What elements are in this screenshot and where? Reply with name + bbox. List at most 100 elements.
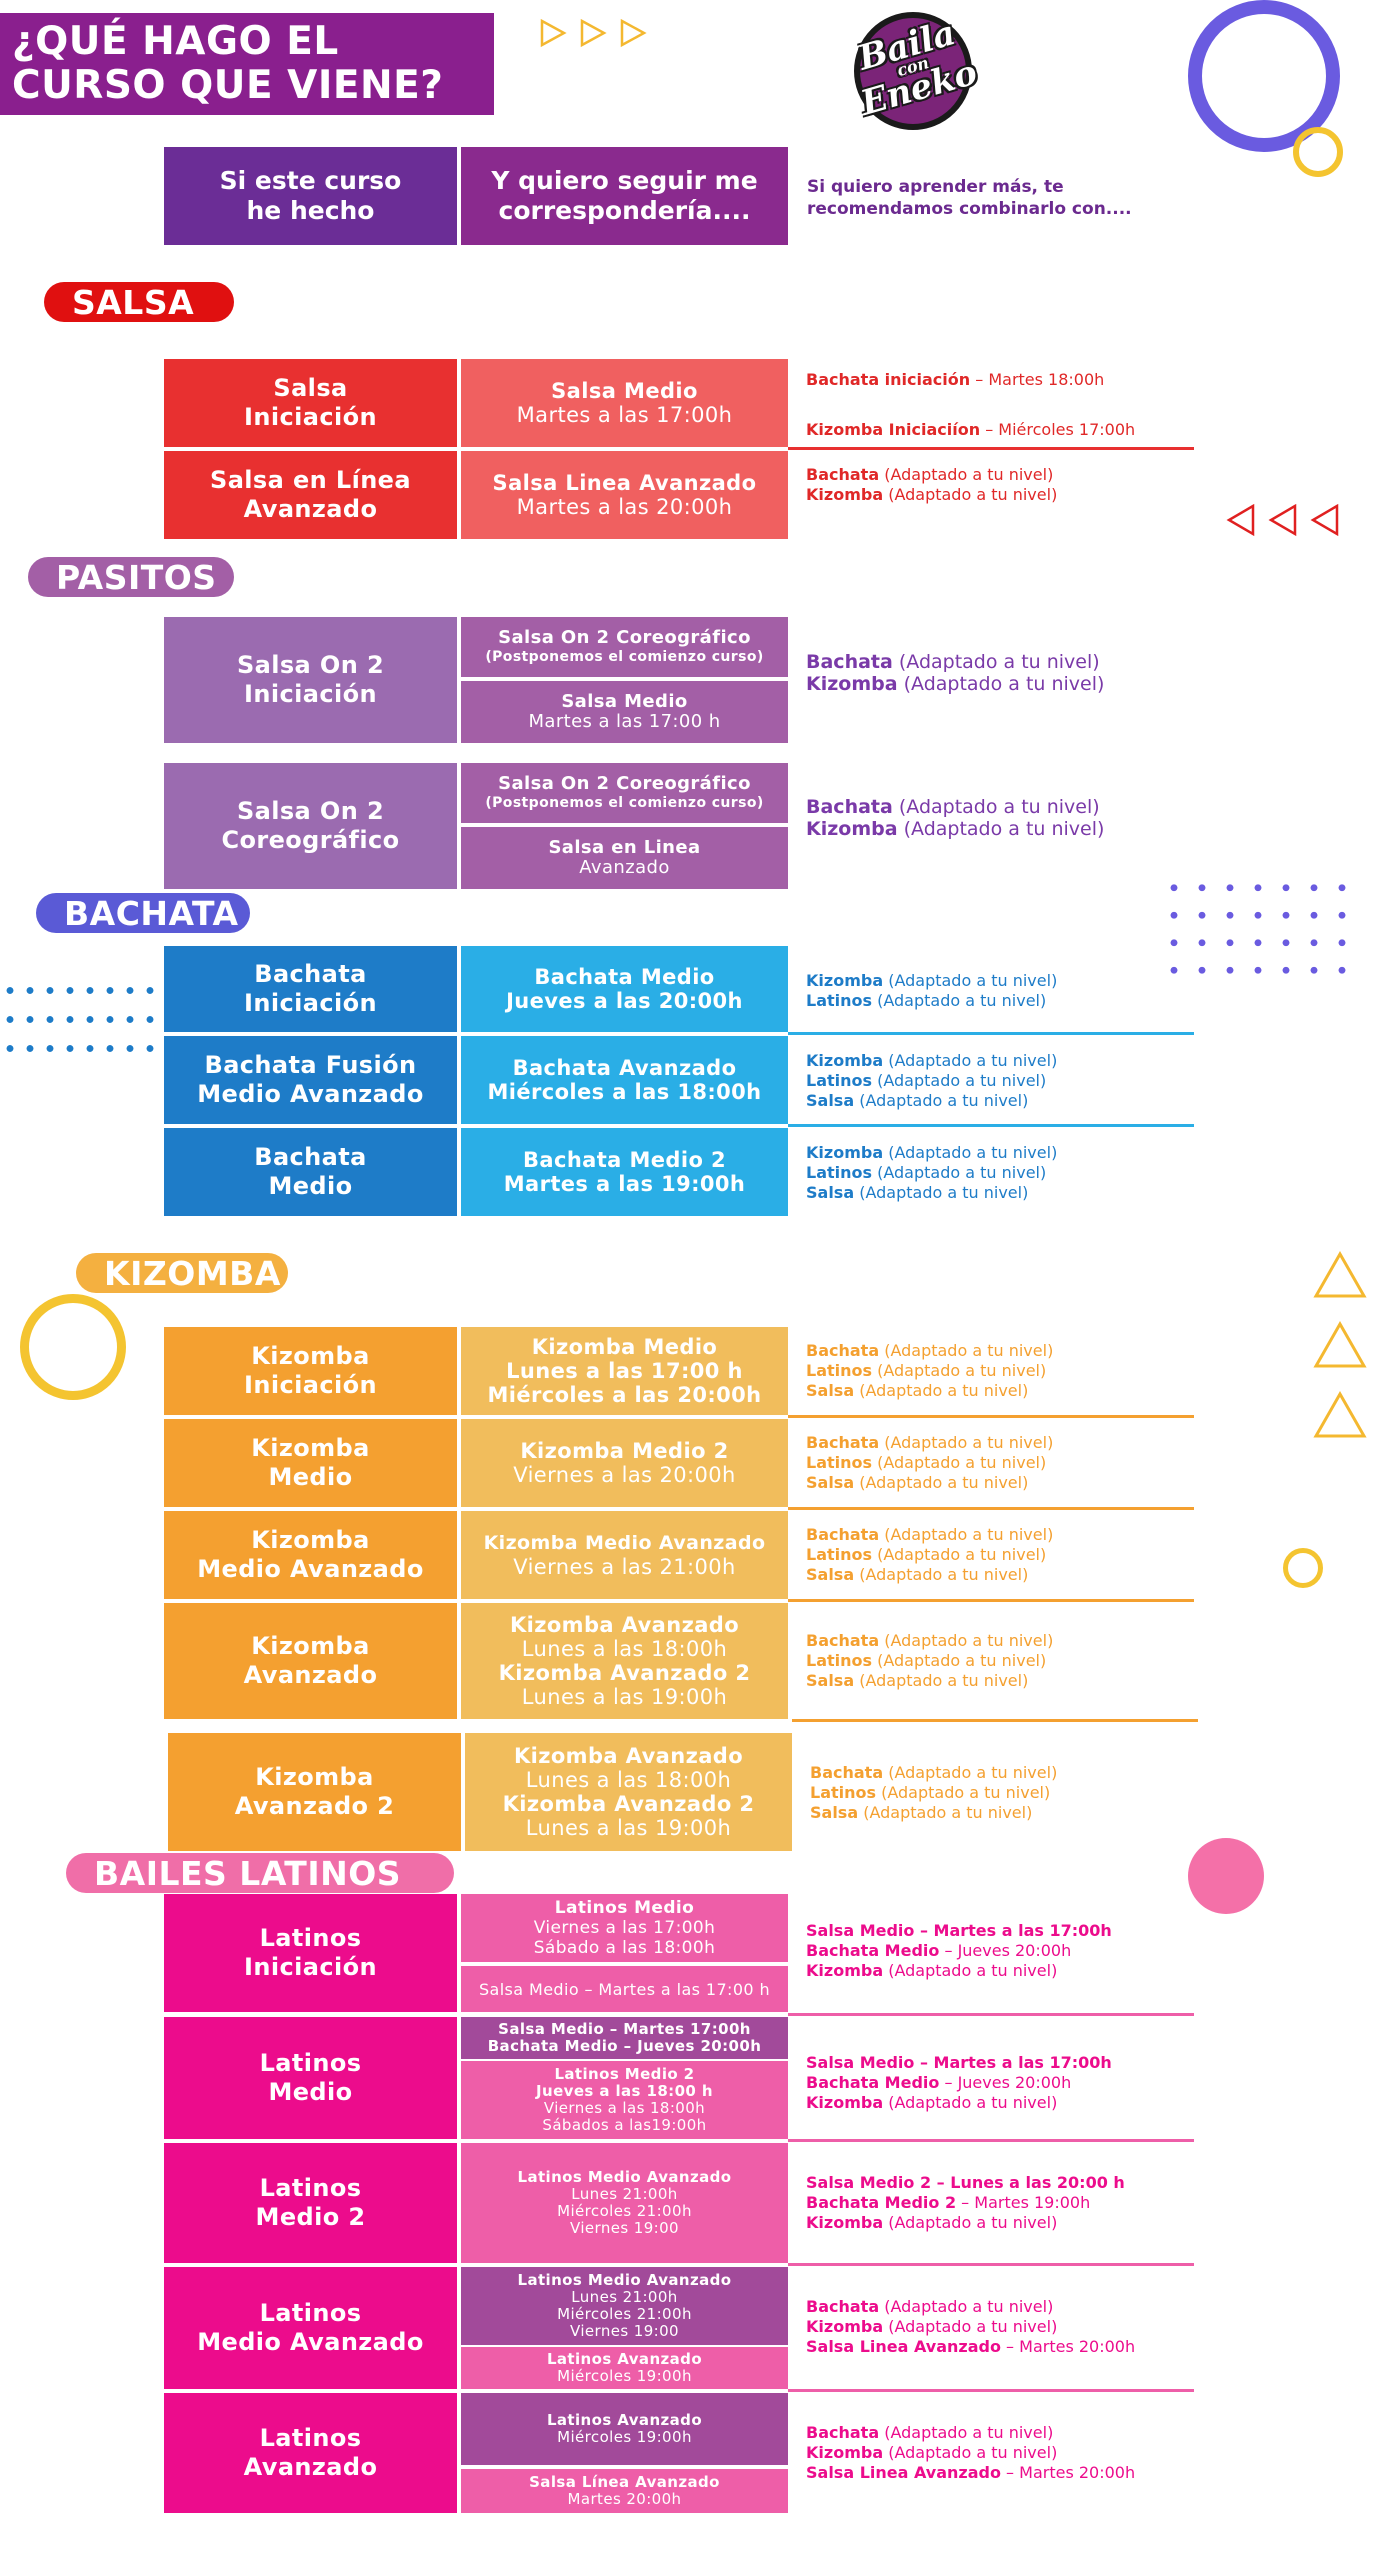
recommendation-list: Bachata (Adaptado a tu nivel) Kizomba (A… xyxy=(806,651,1104,695)
recommendation-detail: – Jueves 20:00h xyxy=(939,2073,1072,2092)
recommendation-detail: – Miércoles 17:00h xyxy=(980,420,1136,439)
row-divider xyxy=(788,1032,1194,1035)
recommendation-item: Latinos (Adaptado a tu nivel) xyxy=(806,1453,1053,1473)
course-cell: Kizomba Medio xyxy=(164,1419,457,1507)
recommendation-detail: (Adaptado a tu nivel) xyxy=(883,485,1058,504)
recommendation-detail: (Adaptado a tu nivel) xyxy=(883,2093,1058,2112)
row-divider xyxy=(788,2263,1194,2266)
header-line: Si quiero aprender más, te xyxy=(807,177,1064,197)
recommendation-course: Bachata xyxy=(806,465,880,484)
course-cell: Kizomba Medio Avanzado xyxy=(164,1511,457,1599)
recommendation-course: Kizomba xyxy=(806,1051,884,1070)
next-line: Latinos Medio 2 xyxy=(554,2065,695,2083)
next-line: Viernes 19:00 xyxy=(570,2322,679,2340)
header-line: he hecho xyxy=(246,196,375,225)
recommendation-item: Kizomba (Adaptado a tu nivel) xyxy=(806,2443,1135,2463)
recommendation-course: Salsa Medio – Martes a las 17:00h xyxy=(806,2053,1112,2072)
next-course-cell: Latinos Medio Viernes a las 17:00h Sábad… xyxy=(461,1894,788,1962)
recommendation-item: Kizomba (Adaptado a tu nivel) xyxy=(806,485,1057,505)
recommendation-course: Bachata xyxy=(806,1525,880,1544)
next-line: Miércoles 19:00h xyxy=(557,2367,692,2385)
recommendation-item: Kizomba (Adaptado a tu nivel) xyxy=(806,971,1057,991)
next-course-cell: Salsa en Linea Avanzado xyxy=(461,827,788,889)
recommendation-item: Salsa (Adaptado a tu nivel) xyxy=(806,1091,1057,1111)
recommendation-item: Bachata (Adaptado a tu nivel) xyxy=(806,2423,1135,2443)
recommendation-course: Latinos xyxy=(806,1651,873,1670)
next-line: Salsa On 2 Coreográfico xyxy=(498,773,751,794)
next-line: Kizomba Avanzado 2 xyxy=(498,1661,751,1685)
recommendation-course: Latinos xyxy=(806,1453,873,1472)
row-divider xyxy=(788,1124,1194,1127)
recommendation-item: Bachata Medio – Jueves 20:00h xyxy=(806,2073,1112,2093)
recommendation-list: Salsa Medio 2 – Lunes a las 20:00 h Bach… xyxy=(806,2172,1125,2234)
recommendation-item: Kizomba (Adaptado a tu nivel) xyxy=(806,2317,1135,2337)
course-cell: Bachata Iniciación xyxy=(164,946,457,1032)
course-line: Medio xyxy=(268,1463,353,1491)
recommendation-list: Bachata (Adaptado a tu nivel) Latinos (A… xyxy=(806,1630,1053,1692)
header-col-next: Y quiero seguir me correspondería.... xyxy=(461,147,788,245)
recommendation-item: Bachata Medio 2 – Martes 19:00h xyxy=(806,2193,1125,2213)
recommendation-list: Bachata (Adaptado a tu nivel) Kizomba (A… xyxy=(806,464,1057,506)
recommendation-course: Bachata xyxy=(806,1341,880,1360)
recommendation-detail: (Adaptado a tu nivel) xyxy=(883,2443,1058,2462)
recommendation-detail: (Adaptado a tu nivel) xyxy=(854,1381,1029,1400)
recommendation-course: Kizomba xyxy=(806,2443,884,2462)
next-line: Lunes 21:00h xyxy=(571,2185,678,2203)
next-line: Kizomba Medio xyxy=(531,1335,718,1359)
logo-text: Baila con Eneko xyxy=(831,11,996,124)
recommendation-detail: – Martes 18:00h xyxy=(970,370,1105,389)
course-line: Iniciación xyxy=(244,989,377,1017)
row-divider xyxy=(792,1719,1198,1722)
recommendation-course: Kizomba Iniciaciíon xyxy=(806,420,981,439)
decorative-dots-icon xyxy=(0,976,164,1064)
recommendation-course: Bachata Medio xyxy=(806,2073,940,2092)
section-label-bachata: BACHATA xyxy=(36,893,250,933)
recommendation-list: Kizomba (Adaptado a tu nivel) Latinos (A… xyxy=(806,1050,1057,1112)
recommendation-detail: (Adaptado a tu nivel) xyxy=(872,1071,1047,1090)
next-course-cell: Salsa Medio Martes a las 17:00 h xyxy=(461,681,788,743)
next-course-cell: Salsa On 2 Coreográfico (Postponemos el … xyxy=(461,617,788,677)
next-line: Sábados a las19:00h xyxy=(542,2116,707,2134)
next-line: Miércoles a las 18:00h xyxy=(487,1080,762,1104)
next-course-cell: Kizomba Medio 2 Viernes a las 20:00h xyxy=(461,1419,788,1507)
course-line: Latinos xyxy=(259,2424,362,2452)
page-title: ¿QUÉ HAGO EL CURSO QUE VIENE? xyxy=(0,13,494,115)
next-course-cell: Bachata Avanzado Miércoles a las 18:00h xyxy=(461,1036,788,1124)
title-line: ¿QUÉ HAGO EL xyxy=(12,19,339,64)
section-label-latinos: BAILES LATINOS xyxy=(66,1853,454,1893)
recommendation-course: Salsa xyxy=(810,1803,859,1822)
recommendation-list: Kizomba (Adaptado a tu nivel) Latinos (A… xyxy=(806,970,1057,1012)
recommendation-course: Kizomba xyxy=(806,2213,884,2232)
recommendation-detail: (Adaptado a tu nivel) xyxy=(883,1763,1058,1782)
course-line: Latinos xyxy=(259,1924,362,1952)
course-line: Salsa en Línea xyxy=(210,466,411,494)
course-line: Medio Avanzado xyxy=(197,1080,424,1108)
course-line: Kizomba xyxy=(251,1342,370,1370)
next-course-cell: Salsa Medio Martes a las 17:00h xyxy=(461,359,788,447)
recommendation-course: Bachata xyxy=(810,1763,884,1782)
recommendation-course: Salsa xyxy=(806,1473,855,1492)
recommendation-detail: – Jueves 20:00h xyxy=(939,1941,1072,1960)
course-cell: Kizomba Iniciación xyxy=(164,1327,457,1415)
recommendation-detail: (Adaptado a tu nivel) xyxy=(879,2297,1054,2316)
recommendation-detail: (Adaptado a tu nivel) xyxy=(883,971,1058,990)
recommendation-detail: (Adaptado a tu nivel) xyxy=(858,1803,1033,1822)
recommendation-list: Salsa Medio – Martes a las 17:00h Bachat… xyxy=(806,1920,1112,1982)
course-line: Bachata Fusión xyxy=(204,1051,417,1079)
recommendation-detail: (Adaptado a tu nivel) xyxy=(879,1433,1054,1452)
row-divider xyxy=(788,2139,1194,2142)
recommendation-course: Salsa Linea Avanzado xyxy=(806,2463,1001,2482)
recommendation-course: Bachata xyxy=(806,2423,880,2442)
next-line: Viernes a las 21:00h xyxy=(513,1555,736,1579)
next-line: Kizomba Avanzado 2 xyxy=(502,1792,755,1816)
recommendation-course: Latinos xyxy=(810,1783,877,1802)
recommendation-detail: – Martes 20:00h xyxy=(1000,2337,1136,2356)
next-line: Kizomba Avanzado xyxy=(509,1613,740,1637)
recommendation-course: Kizomba xyxy=(806,673,898,695)
recommendation-course: Kizomba xyxy=(806,2093,884,2112)
recommendation-item: Latinos (Adaptado a tu nivel) xyxy=(806,1545,1053,1565)
next-course-cell: Latinos Avanzado Miércoles 19:00h xyxy=(461,2347,788,2389)
course-line: Medio xyxy=(268,1172,353,1200)
course-line: Kizomba xyxy=(251,1526,370,1554)
course-line: Medio 2 xyxy=(255,2203,366,2231)
